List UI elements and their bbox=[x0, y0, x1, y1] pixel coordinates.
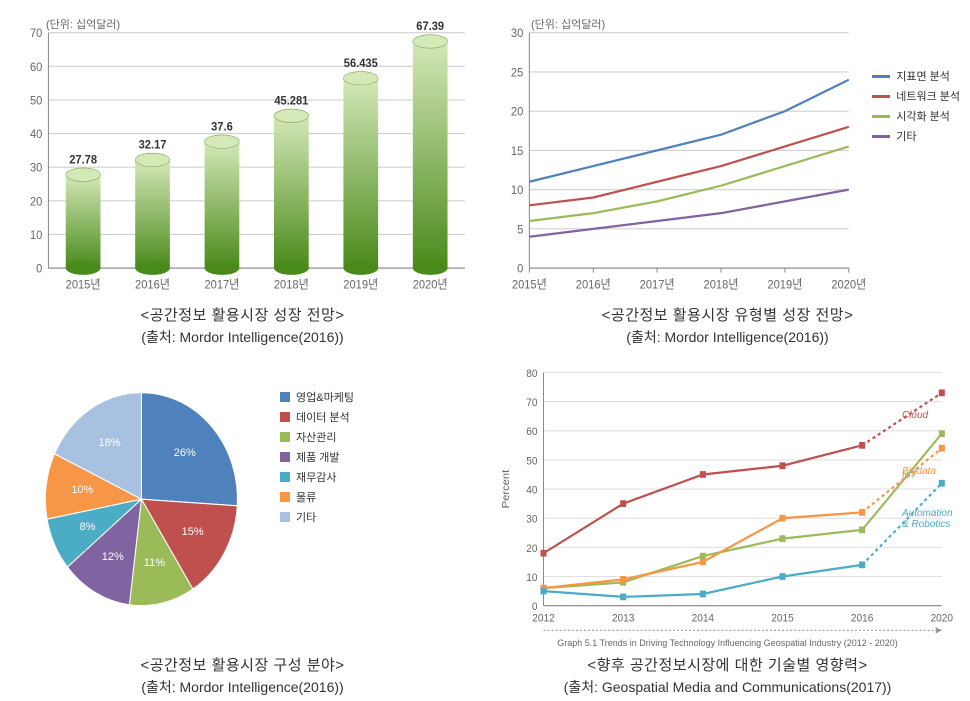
trend-series-label: Bigdata bbox=[902, 466, 936, 477]
svg-text:Percent: Percent bbox=[501, 469, 512, 508]
svg-text:2020년: 2020년 bbox=[413, 278, 448, 292]
bar-chart-source: (출처: Mordor Intelligence(2016)) bbox=[10, 327, 475, 347]
svg-text:30: 30 bbox=[30, 161, 43, 175]
svg-text:2018년: 2018년 bbox=[274, 278, 309, 292]
svg-text:60: 60 bbox=[526, 425, 537, 438]
svg-text:2015년: 2015년 bbox=[512, 278, 547, 292]
svg-text:0: 0 bbox=[36, 262, 43, 276]
svg-text:10: 10 bbox=[511, 184, 524, 198]
bar-unit-label: (단위: 십억달러) bbox=[46, 16, 120, 32]
svg-text:2017년: 2017년 bbox=[640, 278, 675, 292]
trend-series-label: Cloud bbox=[902, 410, 928, 421]
legend-item: 기타 bbox=[280, 509, 354, 525]
svg-text:2012: 2012 bbox=[532, 611, 555, 624]
svg-text:2016년: 2016년 bbox=[576, 278, 611, 292]
svg-text:20: 20 bbox=[511, 105, 524, 119]
trend-chart-title: <향후 공간정보시장에 대한 기술별 영향력> bbox=[495, 654, 960, 675]
line-chart-title: <공간정보 활용시장 유형별 성장 전망> bbox=[495, 304, 960, 325]
pie-slice-label: 10% bbox=[71, 484, 93, 496]
svg-text:10: 10 bbox=[526, 571, 537, 584]
bar-chart-panel: (단위: 십억달러) 0 10 20 30 40 50 60 70 27.78 2015년 32.1… bbox=[0, 0, 485, 351]
trend-chart-area: 01020304050607080Percent2012201320142015… bbox=[495, 359, 960, 651]
trend-chart-source: (출처: Geospatial Media and Communications… bbox=[495, 677, 960, 697]
pie-chart-panel: 영업&마케팅데이터 분석자산관리제품 개발재무감사물류기타 26% 15% 11% 1… bbox=[0, 351, 485, 701]
pie-chart-source: (출처: Mordor Intelligence(2016)) bbox=[10, 677, 475, 697]
line-unit-label: (단위: 십억달러) bbox=[531, 16, 605, 32]
svg-text:25: 25 bbox=[511, 66, 524, 80]
svg-text:45.281: 45.281 bbox=[274, 94, 308, 108]
svg-text:32.17: 32.17 bbox=[139, 138, 167, 152]
svg-text:50: 50 bbox=[30, 94, 43, 108]
pie-slice-label: 18% bbox=[98, 437, 120, 449]
pie-slice-label: 12% bbox=[102, 551, 124, 563]
legend-item: 재무감사 bbox=[280, 469, 354, 485]
svg-text:2015: 2015 bbox=[771, 611, 794, 624]
pie-chart-title: <공간정보 활용시장 구성 분야> bbox=[10, 654, 475, 675]
legend-item: 영업&마케팅 bbox=[280, 389, 354, 405]
bar-chart-title: <공간정보 활용시장 성장 전망> bbox=[10, 304, 475, 325]
svg-text:5: 5 bbox=[517, 223, 524, 237]
trend-subcaption: Graph 5.1 Trends in Driving Technology I… bbox=[557, 638, 898, 648]
svg-text:2014: 2014 bbox=[692, 611, 715, 624]
svg-text:2016년: 2016년 bbox=[135, 278, 170, 292]
svg-text:2017년: 2017년 bbox=[204, 278, 239, 292]
legend-item: 지표면 분석 bbox=[872, 68, 960, 84]
svg-text:20: 20 bbox=[30, 195, 43, 209]
svg-text:2019년: 2019년 bbox=[343, 278, 378, 292]
svg-text:70: 70 bbox=[526, 396, 537, 409]
svg-text:2019년: 2019년 bbox=[767, 278, 802, 292]
svg-text:40: 40 bbox=[526, 484, 537, 497]
svg-text:60: 60 bbox=[30, 60, 43, 74]
svg-text:2018년: 2018년 bbox=[704, 278, 739, 292]
svg-text:2016: 2016 bbox=[851, 611, 874, 624]
legend-item: 물류 bbox=[280, 489, 354, 505]
line-chart-panel: (단위: 십억달러) 0 5 10 15 20 25 30 2015년 2016년 2017년 20… bbox=[485, 0, 970, 351]
pie-slice-label: 15% bbox=[182, 526, 204, 538]
legend-item: 시각화 분석 bbox=[872, 108, 960, 124]
legend-item: 기타 bbox=[872, 128, 960, 144]
svg-text:2020년: 2020년 bbox=[831, 278, 866, 292]
svg-text:20: 20 bbox=[526, 542, 537, 555]
svg-text:50: 50 bbox=[526, 454, 537, 467]
legend-item: 네트워크 분석 bbox=[872, 88, 960, 104]
svg-text:30: 30 bbox=[526, 513, 537, 526]
svg-text:70: 70 bbox=[30, 27, 43, 41]
legend-item: 자산관리 bbox=[280, 429, 354, 445]
svg-text:80: 80 bbox=[526, 367, 537, 380]
svg-text:2020: 2020 bbox=[931, 611, 954, 624]
svg-text:15: 15 bbox=[511, 144, 524, 158]
svg-text:37.6: 37.6 bbox=[211, 120, 233, 134]
svg-text:2015년: 2015년 bbox=[66, 278, 101, 292]
svg-text:30: 30 bbox=[511, 27, 524, 41]
line-chart-area: (단위: 십억달러) 0 5 10 15 20 25 30 2015년 2016년 2017년 20… bbox=[495, 8, 960, 300]
svg-text:40: 40 bbox=[30, 128, 43, 142]
legend-item: 제품 개발 bbox=[280, 449, 354, 465]
pie-chart-area: 영업&마케팅데이터 분석자산관리제품 개발재무감사물류기타 26% 15% 11% 1… bbox=[10, 359, 475, 651]
svg-text:2013: 2013 bbox=[612, 611, 635, 624]
trend-series-label: Automation & Robotics bbox=[902, 508, 960, 530]
bar-chart-area: (단위: 십억달러) 0 10 20 30 40 50 60 70 27.78 2015년 32.1… bbox=[10, 8, 475, 300]
pie-slice-label: 8% bbox=[80, 521, 96, 533]
svg-text:67.39: 67.39 bbox=[416, 20, 444, 34]
svg-text:27.78: 27.78 bbox=[69, 153, 97, 167]
line-chart-source: (출처: Mordor Intelligence(2016)) bbox=[495, 327, 960, 347]
pie-slice-label: 11% bbox=[144, 557, 165, 569]
legend-item: 데이터 분석 bbox=[280, 409, 354, 425]
svg-text:10: 10 bbox=[30, 228, 43, 242]
trend-chart-panel: 01020304050607080Percent2012201320142015… bbox=[485, 351, 970, 701]
pie-slice-label: 26% bbox=[174, 447, 196, 459]
svg-text:0: 0 bbox=[517, 262, 524, 276]
svg-text:56.435: 56.435 bbox=[344, 57, 378, 71]
